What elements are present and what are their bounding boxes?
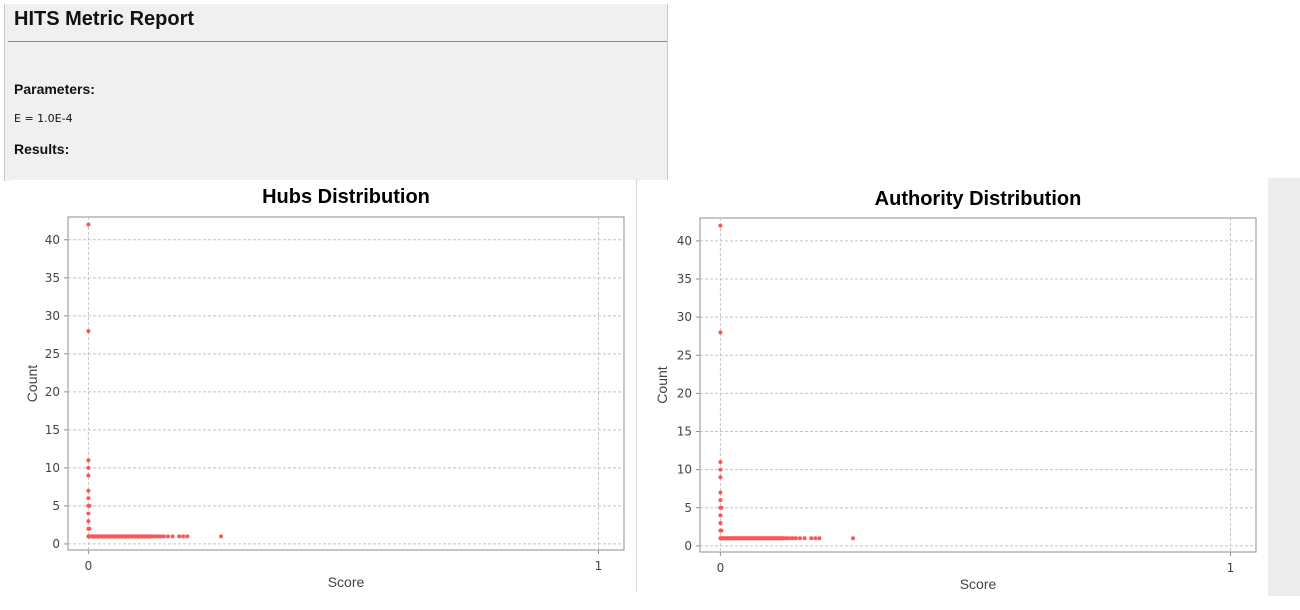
- side-scroll-area: [1268, 178, 1300, 596]
- hubs-data-point: [177, 534, 182, 539]
- hubs-y-tick-label: 30: [45, 309, 60, 323]
- hubs-data-point: [86, 458, 91, 463]
- hubs-data-point: [219, 534, 224, 539]
- hubs-data-point: [86, 329, 91, 334]
- hubs-x-tick-label: 0: [85, 559, 93, 573]
- hubs-y-tick-label: 35: [45, 271, 60, 285]
- parameters-heading: Parameters:: [14, 81, 95, 97]
- authority-y-tick-label: 35: [677, 272, 692, 286]
- hubs-y-tick-label: 0: [52, 537, 60, 551]
- hubs-y-tick-label: 5: [52, 499, 60, 513]
- title-divider: [8, 41, 667, 42]
- authority-chart-title: Authority Distribution: [875, 188, 1082, 210]
- authority-data-point: [719, 528, 724, 533]
- authority-data-point: [718, 498, 723, 503]
- authority-data-point: [719, 505, 724, 510]
- report-header-panel: HITS Metric Report Parameters: E = 1.0E-…: [4, 4, 668, 181]
- hubs-data-point: [86, 222, 91, 227]
- authority-y-tick-label: 0: [684, 539, 692, 553]
- authority-chart-panel: Authority Distribution 0 5 10 15 20 25 30 35 40 0 1…: [640, 180, 1266, 594]
- hubs-data-point: [165, 534, 170, 539]
- authority-data-point: [797, 536, 802, 541]
- hubs-data-point: [86, 488, 91, 493]
- hubs-data-point: [158, 534, 163, 539]
- hubs-chart-panel: Hubs Distribution 0 5 10 15 20 25 30 35 40 0 1 Score…: [10, 180, 637, 592]
- authority-plot-area: [699, 217, 1257, 553]
- authority-y-axis-label: Count: [654, 366, 670, 403]
- hubs-chart-title: Hubs Distribution: [262, 186, 430, 208]
- authority-data-point: [790, 536, 795, 541]
- authority-data-point: [718, 490, 723, 495]
- authority-x-axis-label: Score: [960, 576, 997, 592]
- authority-data-point: [718, 460, 723, 465]
- parameter-epsilon: E = 1.0E-4: [14, 112, 73, 125]
- hubs-y-tick-label: 25: [45, 347, 60, 361]
- hubs-data-point: [86, 465, 91, 470]
- hubs-data-point: [86, 511, 91, 516]
- authority-y-tick-label: 20: [677, 386, 692, 400]
- authority-y-tick-label: 15: [677, 425, 692, 439]
- authority-y-tick-label: 5: [684, 501, 692, 515]
- hubs-y-tick-label: 15: [45, 423, 60, 437]
- authority-y-tick-label: 10: [677, 463, 692, 477]
- hubs-y-tick-label: 10: [45, 461, 60, 475]
- authority-data-point: [718, 467, 723, 472]
- authority-y-tick-label: 25: [677, 348, 692, 362]
- hubs-data-point: [87, 526, 92, 531]
- authority-distribution-chart: Authority Distribution 0 5 10 15 20 25 30 35 40 0 1…: [654, 188, 1257, 592]
- hubs-data-point: [86, 473, 91, 478]
- authority-data-point: [813, 536, 818, 541]
- authority-data-point: [718, 513, 723, 518]
- authority-x-tick-label: 1: [1227, 561, 1235, 575]
- hubs-data-point: [86, 519, 91, 524]
- authority-data-point: [718, 521, 723, 526]
- authority-data-point: [718, 475, 723, 480]
- authority-y-tick-label: 40: [677, 234, 692, 248]
- hubs-y-axis-label: Count: [24, 365, 40, 402]
- hubs-y-tick-label: 20: [45, 385, 60, 399]
- authority-data-point: [718, 330, 723, 335]
- hubs-data-point: [153, 534, 158, 539]
- authority-data-point: [851, 536, 856, 541]
- report-title: HITS Metric Report: [14, 8, 195, 30]
- results-heading: Results:: [14, 141, 70, 157]
- authority-data-point: [785, 536, 790, 541]
- authority-data-point: [817, 536, 822, 541]
- hubs-data-point: [170, 534, 175, 539]
- hubs-distribution-chart: Hubs Distribution 0 5 10 15 20 25 30 35 40 0 1 Score…: [24, 186, 625, 590]
- hubs-plot-area: [67, 216, 625, 551]
- authority-data-point: [802, 536, 807, 541]
- hubs-data-point: [161, 534, 166, 539]
- authority-data-point: [809, 536, 814, 541]
- hubs-data-point: [87, 503, 92, 508]
- hubs-data-point: [185, 534, 190, 539]
- hubs-data-point: [181, 534, 186, 539]
- authority-data-point: [793, 536, 798, 541]
- hubs-y-tick-label: 40: [45, 233, 60, 247]
- authority-x-tick-label: 0: [717, 561, 725, 575]
- authority-y-tick-label: 30: [677, 310, 692, 324]
- hubs-x-axis-label: Score: [328, 574, 365, 590]
- hubs-data-point: [86, 496, 91, 501]
- hubs-x-tick-label: 1: [595, 559, 603, 573]
- authority-data-point: [718, 223, 723, 228]
